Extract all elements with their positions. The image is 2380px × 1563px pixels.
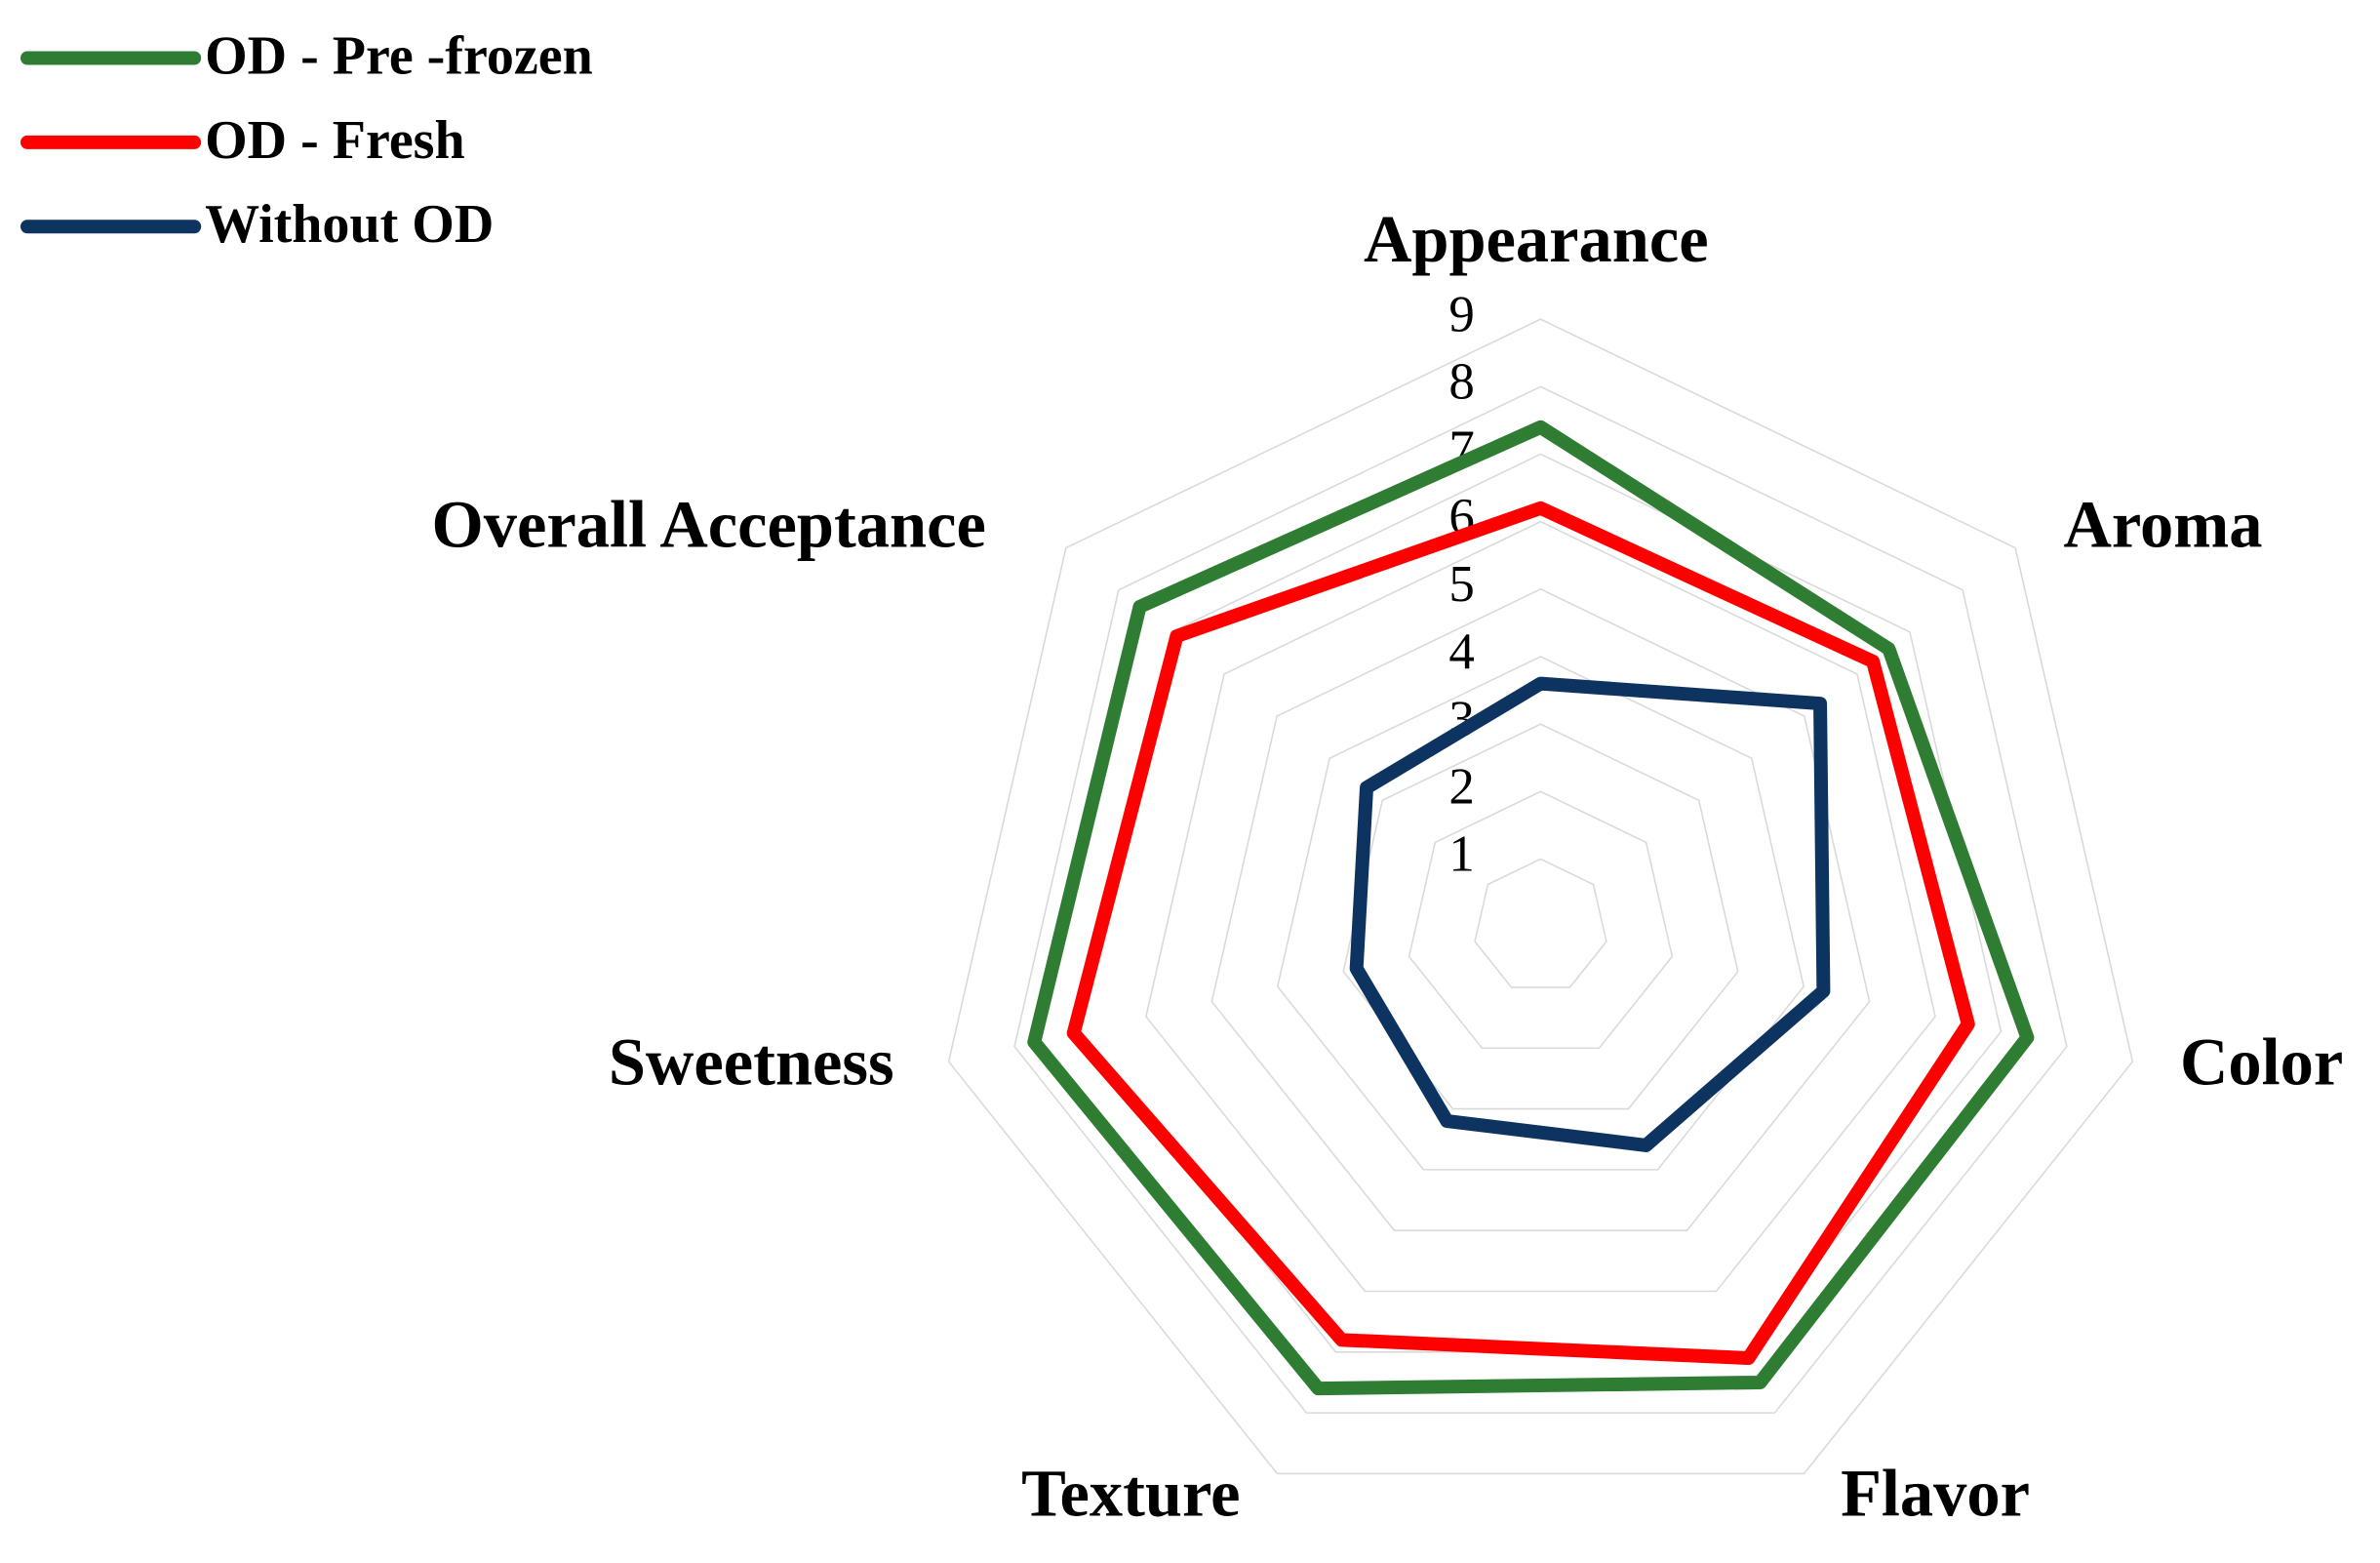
tick-label: 8: [1448, 353, 1474, 410]
category-label: Color: [2180, 1025, 2343, 1100]
legend-label: OD - Pre -frozen: [205, 25, 593, 86]
series-line: [1066, 501, 1975, 1366]
category-label: Texture: [1021, 1457, 1240, 1531]
legend-label: OD - Fresh: [205, 110, 465, 171]
category-label: Sweetness: [609, 1025, 894, 1100]
grid-ring: [1013, 385, 2068, 1414]
grid-ring: [1408, 790, 1674, 1050]
tick-label: 4: [1448, 623, 1474, 680]
grid-ring: [947, 318, 2134, 1475]
series-line: [1349, 676, 1831, 1152]
series-line: [1027, 420, 2035, 1396]
category-label: Overall Acceptance: [432, 488, 986, 562]
category-label: Appearance: [1364, 202, 1709, 276]
grid-ring: [1145, 520, 1936, 1293]
grid-ring: [1342, 723, 1739, 1110]
tick-label: 1: [1448, 826, 1474, 883]
category-label: Flavor: [1841, 1457, 2030, 1531]
tick-label: 9: [1448, 286, 1474, 342]
tick-label: 2: [1448, 758, 1474, 815]
tick-label: 5: [1448, 556, 1474, 613]
legend-label: Without OD: [205, 194, 494, 255]
category-label: Aroma: [2063, 488, 2262, 562]
grid-ring: [1276, 656, 1805, 1171]
grid-ring: [1474, 858, 1607, 988]
